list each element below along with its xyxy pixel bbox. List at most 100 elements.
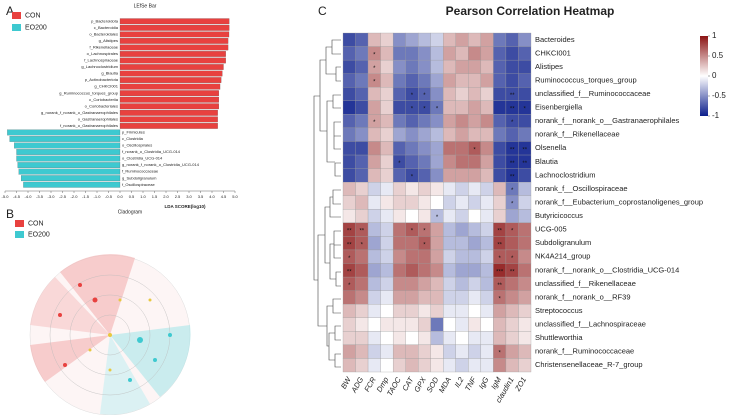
heat-cell: [468, 276, 482, 291]
heat-cell: [468, 32, 482, 47]
heat-cell: [443, 73, 456, 88]
heat-cell: [355, 87, 369, 101]
heat-cell: [493, 182, 507, 196]
heat-cell: [468, 100, 482, 115]
category-label: o_Clostridia_UCG-014: [122, 156, 163, 161]
heat-cell: [493, 209, 507, 223]
heat-cell: [505, 59, 519, 74]
heat-cell: [455, 100, 469, 115]
heat-cell: [392, 195, 406, 210]
category-label: f_norank_o_Gastranaerophilales: [60, 123, 118, 128]
heat-cell: [480, 141, 494, 156]
category-label: p_Actinobacteriota: [85, 77, 119, 82]
heat-cell: [480, 154, 494, 169]
heat-cell: [392, 317, 406, 332]
heat-cell: [430, 317, 444, 332]
bar: [119, 77, 222, 83]
heat-cell: [405, 141, 419, 156]
heat-cell: [430, 249, 444, 264]
category-label: c_Clostridia: [122, 136, 144, 141]
heat-cell: [392, 87, 406, 101]
heat-cell: [518, 263, 532, 278]
heat-cell: [367, 344, 381, 359]
heat-cell: [355, 317, 369, 332]
heat-cell: [455, 141, 469, 156]
heat-cell: [443, 358, 456, 373]
category-label: g_Lachnoclostridium: [81, 64, 118, 69]
bar: [9, 136, 121, 142]
row-label: unclassified_f__Lachnospiraceae: [535, 320, 646, 329]
heat-cell: [443, 195, 456, 210]
bar: [119, 57, 226, 64]
bar: [119, 90, 220, 97]
heat-cell: [505, 358, 519, 373]
heat-cell: [380, 236, 394, 251]
heat-cell: [443, 209, 456, 223]
heat-cell: [342, 73, 356, 88]
heat-cell: [430, 222, 444, 237]
significance: *: [411, 174, 414, 180]
heat-cell: [480, 87, 494, 101]
heat-cell: [505, 331, 519, 346]
heat-cell: [505, 236, 519, 251]
column-label: IgG: [477, 375, 491, 390]
heat-cell: [392, 114, 406, 129]
heat-cell: [443, 32, 456, 47]
significance: *: [511, 188, 514, 194]
heat-cell: [392, 32, 406, 47]
significance: *: [411, 229, 414, 235]
significance: *: [423, 242, 426, 248]
row-label: Butyricicoccus: [535, 211, 583, 220]
legend-swatch: [12, 12, 21, 19]
row-label: Subdoligranulum: [535, 238, 591, 247]
x-tick-label: 3.5: [198, 194, 204, 199]
heat-cell: [392, 263, 406, 278]
heat-cell: [480, 290, 494, 305]
heat-cell: [392, 304, 406, 318]
row-label: NK4A214_group: [535, 252, 590, 261]
heat-cell: [405, 276, 419, 291]
heat-cell: [392, 236, 406, 251]
heat-cell: [367, 87, 381, 101]
heat-cell: [418, 182, 431, 196]
significance: *: [524, 107, 527, 113]
significance: **: [497, 242, 502, 248]
column-label: ZO1: [513, 375, 529, 393]
heat-cell: [468, 209, 482, 223]
bar: [119, 96, 220, 103]
heat-cell: [367, 358, 381, 373]
heat-cell: [367, 127, 381, 142]
heat-cell: [405, 304, 419, 318]
heat-cell: [418, 46, 431, 61]
heat-cell: [480, 263, 494, 278]
row-label: norank_f__Eubacterium_coprostanoligenes_…: [535, 197, 703, 206]
heat-cell: [518, 222, 532, 237]
heat-cell: [518, 114, 532, 129]
heat-cell: [480, 46, 494, 61]
significance: *: [436, 107, 439, 113]
heat-cell: [418, 331, 431, 346]
row-label: Streptococcus: [535, 306, 583, 315]
significance: *: [348, 283, 351, 289]
bar: [17, 162, 121, 168]
heat-cell: [380, 249, 394, 264]
heat-cell: [367, 154, 381, 169]
heat-cell: [443, 46, 456, 61]
heat-cell: [342, 182, 356, 196]
heat-cell: [367, 209, 381, 223]
heat-cell: [455, 168, 469, 183]
heat-cell: [380, 317, 394, 332]
row-label: Ruminococcus_torques_group: [535, 75, 637, 84]
heat-cell: [480, 182, 494, 196]
heat-cell: [493, 73, 507, 88]
heat-cell: [493, 46, 507, 61]
heat-cell: [380, 127, 394, 142]
heat-cell: [455, 32, 469, 47]
heat-cell: [418, 344, 431, 359]
bar: [119, 18, 230, 25]
row-label: Christensenellaceae_R-7_group: [535, 360, 643, 369]
heat-cell: [418, 304, 431, 318]
bar: [16, 149, 121, 155]
heat-cell: [480, 100, 494, 115]
row-label: Olsenella: [535, 143, 567, 152]
